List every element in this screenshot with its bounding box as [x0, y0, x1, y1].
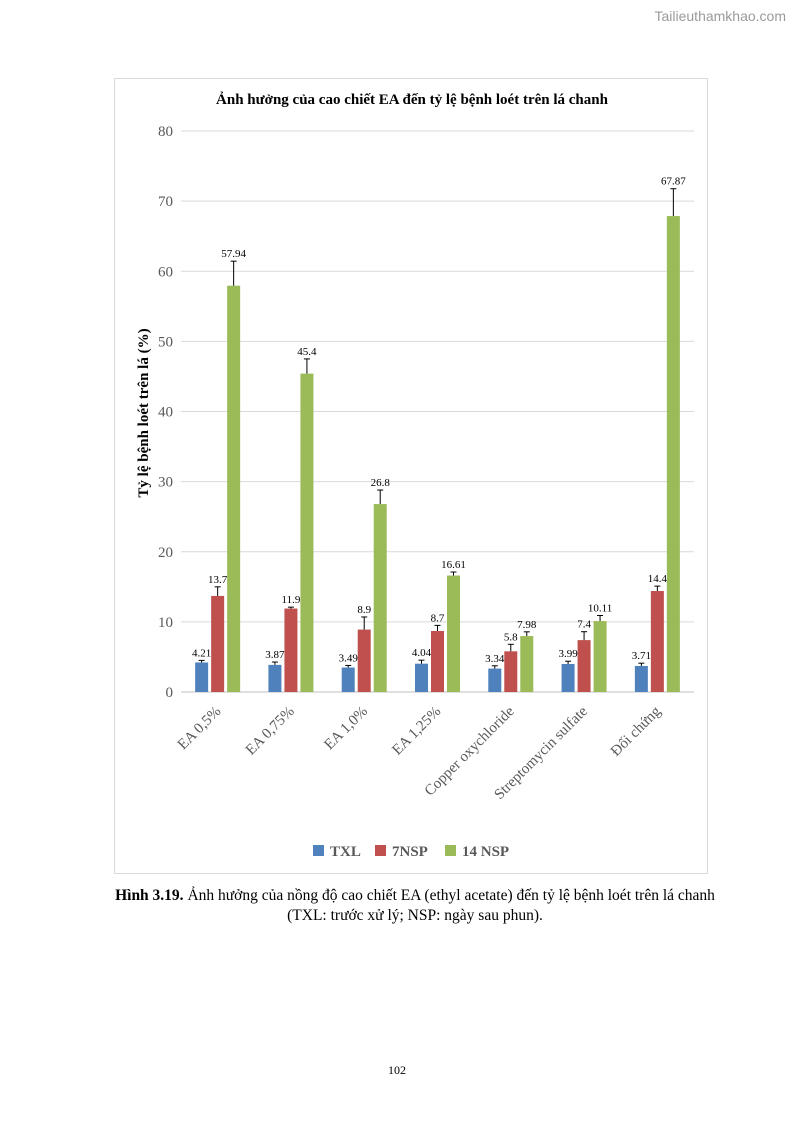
y-tick-label: 60	[158, 264, 173, 280]
x-tick-label: EA 1,25%	[389, 704, 444, 759]
data-label: 16.61	[441, 559, 466, 571]
data-label: 11.9	[282, 594, 301, 606]
legend-swatch	[375, 845, 386, 856]
bar-7nsp	[284, 608, 298, 692]
data-label: 3.87	[265, 649, 285, 661]
y-tick-labels: 0 10 20 30 40 50 60 70 80	[158, 124, 173, 701]
bar-14nsp	[373, 504, 387, 692]
legend-label: 7NSP	[392, 844, 428, 860]
watermark: Tailieuthamkhao.com	[654, 8, 786, 24]
bar-txl	[561, 664, 575, 692]
y-tick-label: 40	[158, 405, 173, 421]
data-label: 14.4	[648, 573, 668, 585]
bar-7nsp	[357, 629, 371, 692]
bar-7nsp	[577, 640, 591, 692]
y-tick-label: 0	[166, 685, 174, 701]
data-label: 4.21	[192, 647, 211, 659]
data-label: 3.99	[558, 648, 578, 660]
bar-txl	[415, 663, 428, 692]
data-label: 3.34	[485, 653, 505, 665]
chart-frame: Ảnh hưởng của cao chiết EA đến tỷ lệ bện…	[114, 78, 708, 874]
page-number: 102	[388, 1063, 406, 1077]
x-tick-label: EA 0,5%	[175, 704, 225, 754]
bar-7nsp	[650, 591, 664, 692]
figure-label: Hình 3.19.	[115, 887, 184, 904]
legend-swatch	[313, 845, 324, 856]
data-label: 4.04	[412, 647, 432, 659]
legend-label: 14 NSP	[462, 844, 509, 860]
bar-txl	[268, 664, 282, 692]
bar-14nsp	[520, 636, 534, 692]
figure-caption-note: (TXL: trước xử lý; NSP: ngày sau phun).	[287, 907, 543, 924]
y-tick-label: 50	[158, 334, 173, 350]
x-tick-labels: EA 0,5% EA 0,75% EA 1,0% EA 1,25%Copper oxy…	[175, 703, 665, 803]
bar-14nsp	[300, 373, 314, 692]
data-label: 3.49	[339, 652, 359, 664]
bar-txl	[341, 667, 355, 692]
y-tick-label: 70	[158, 194, 173, 210]
data-label: 45.4	[297, 346, 317, 358]
figure-caption: Hình 3.19. Ảnh hưởng của nồng độ cao chi…	[100, 886, 730, 926]
data-label: 8.7	[431, 612, 445, 624]
bar-14nsp	[666, 216, 680, 692]
data-label: 7.98	[517, 619, 537, 631]
legend-swatch	[445, 845, 456, 856]
legend: TXL 7NSP 14 NSP	[313, 844, 509, 860]
bar-14nsp	[593, 621, 607, 692]
data-label: 26.8	[371, 477, 391, 489]
bar-txl	[195, 662, 209, 692]
chart-svg: Ảnh hưởng của cao chiết EA đến tỷ lệ bện…	[136, 91, 694, 860]
data-label: 67.87	[661, 176, 686, 188]
data-label: 57.94	[221, 248, 246, 260]
x-tick-label: EA 1,0%	[321, 704, 371, 754]
bar-14nsp	[227, 285, 241, 692]
x-tick-label: EA 0,75%	[243, 704, 298, 759]
figure-caption-text: Ảnh hưởng của nồng độ cao chiết EA (ethy…	[183, 887, 715, 904]
data-label: 5.8	[504, 631, 518, 643]
grid-lines	[181, 130, 694, 693]
data-label: 3.71	[632, 650, 651, 662]
bar-txl	[634, 665, 648, 692]
bar-14nsp	[447, 575, 460, 692]
bars: 4.21 3.87 3.49 4.04 3.34 3.99 3.71 13.7 11.9 8.9 8…	[192, 176, 686, 692]
y-tick-label: 80	[158, 124, 173, 140]
bar-7nsp	[431, 630, 444, 692]
y-axis-label: Tỷ lệ bệnh loét trên lá (%)	[136, 328, 152, 497]
bar-7nsp	[211, 595, 225, 692]
bar-7nsp	[504, 651, 518, 692]
y-tick-label: 10	[158, 615, 173, 631]
y-tick-label: 30	[158, 475, 173, 491]
x-tick-label: Đối chứng	[608, 703, 665, 760]
bar-txl	[488, 668, 502, 692]
data-label: 13.7	[208, 574, 228, 586]
data-label: 8.9	[357, 604, 371, 616]
chart-title: Ảnh hưởng của cao chiết EA đến tỷ lệ bện…	[216, 91, 609, 108]
y-tick-label: 20	[158, 545, 173, 561]
legend-label: TXL	[330, 844, 361, 860]
data-label: 10.11	[588, 602, 612, 614]
data-label: 7.4	[577, 619, 591, 631]
